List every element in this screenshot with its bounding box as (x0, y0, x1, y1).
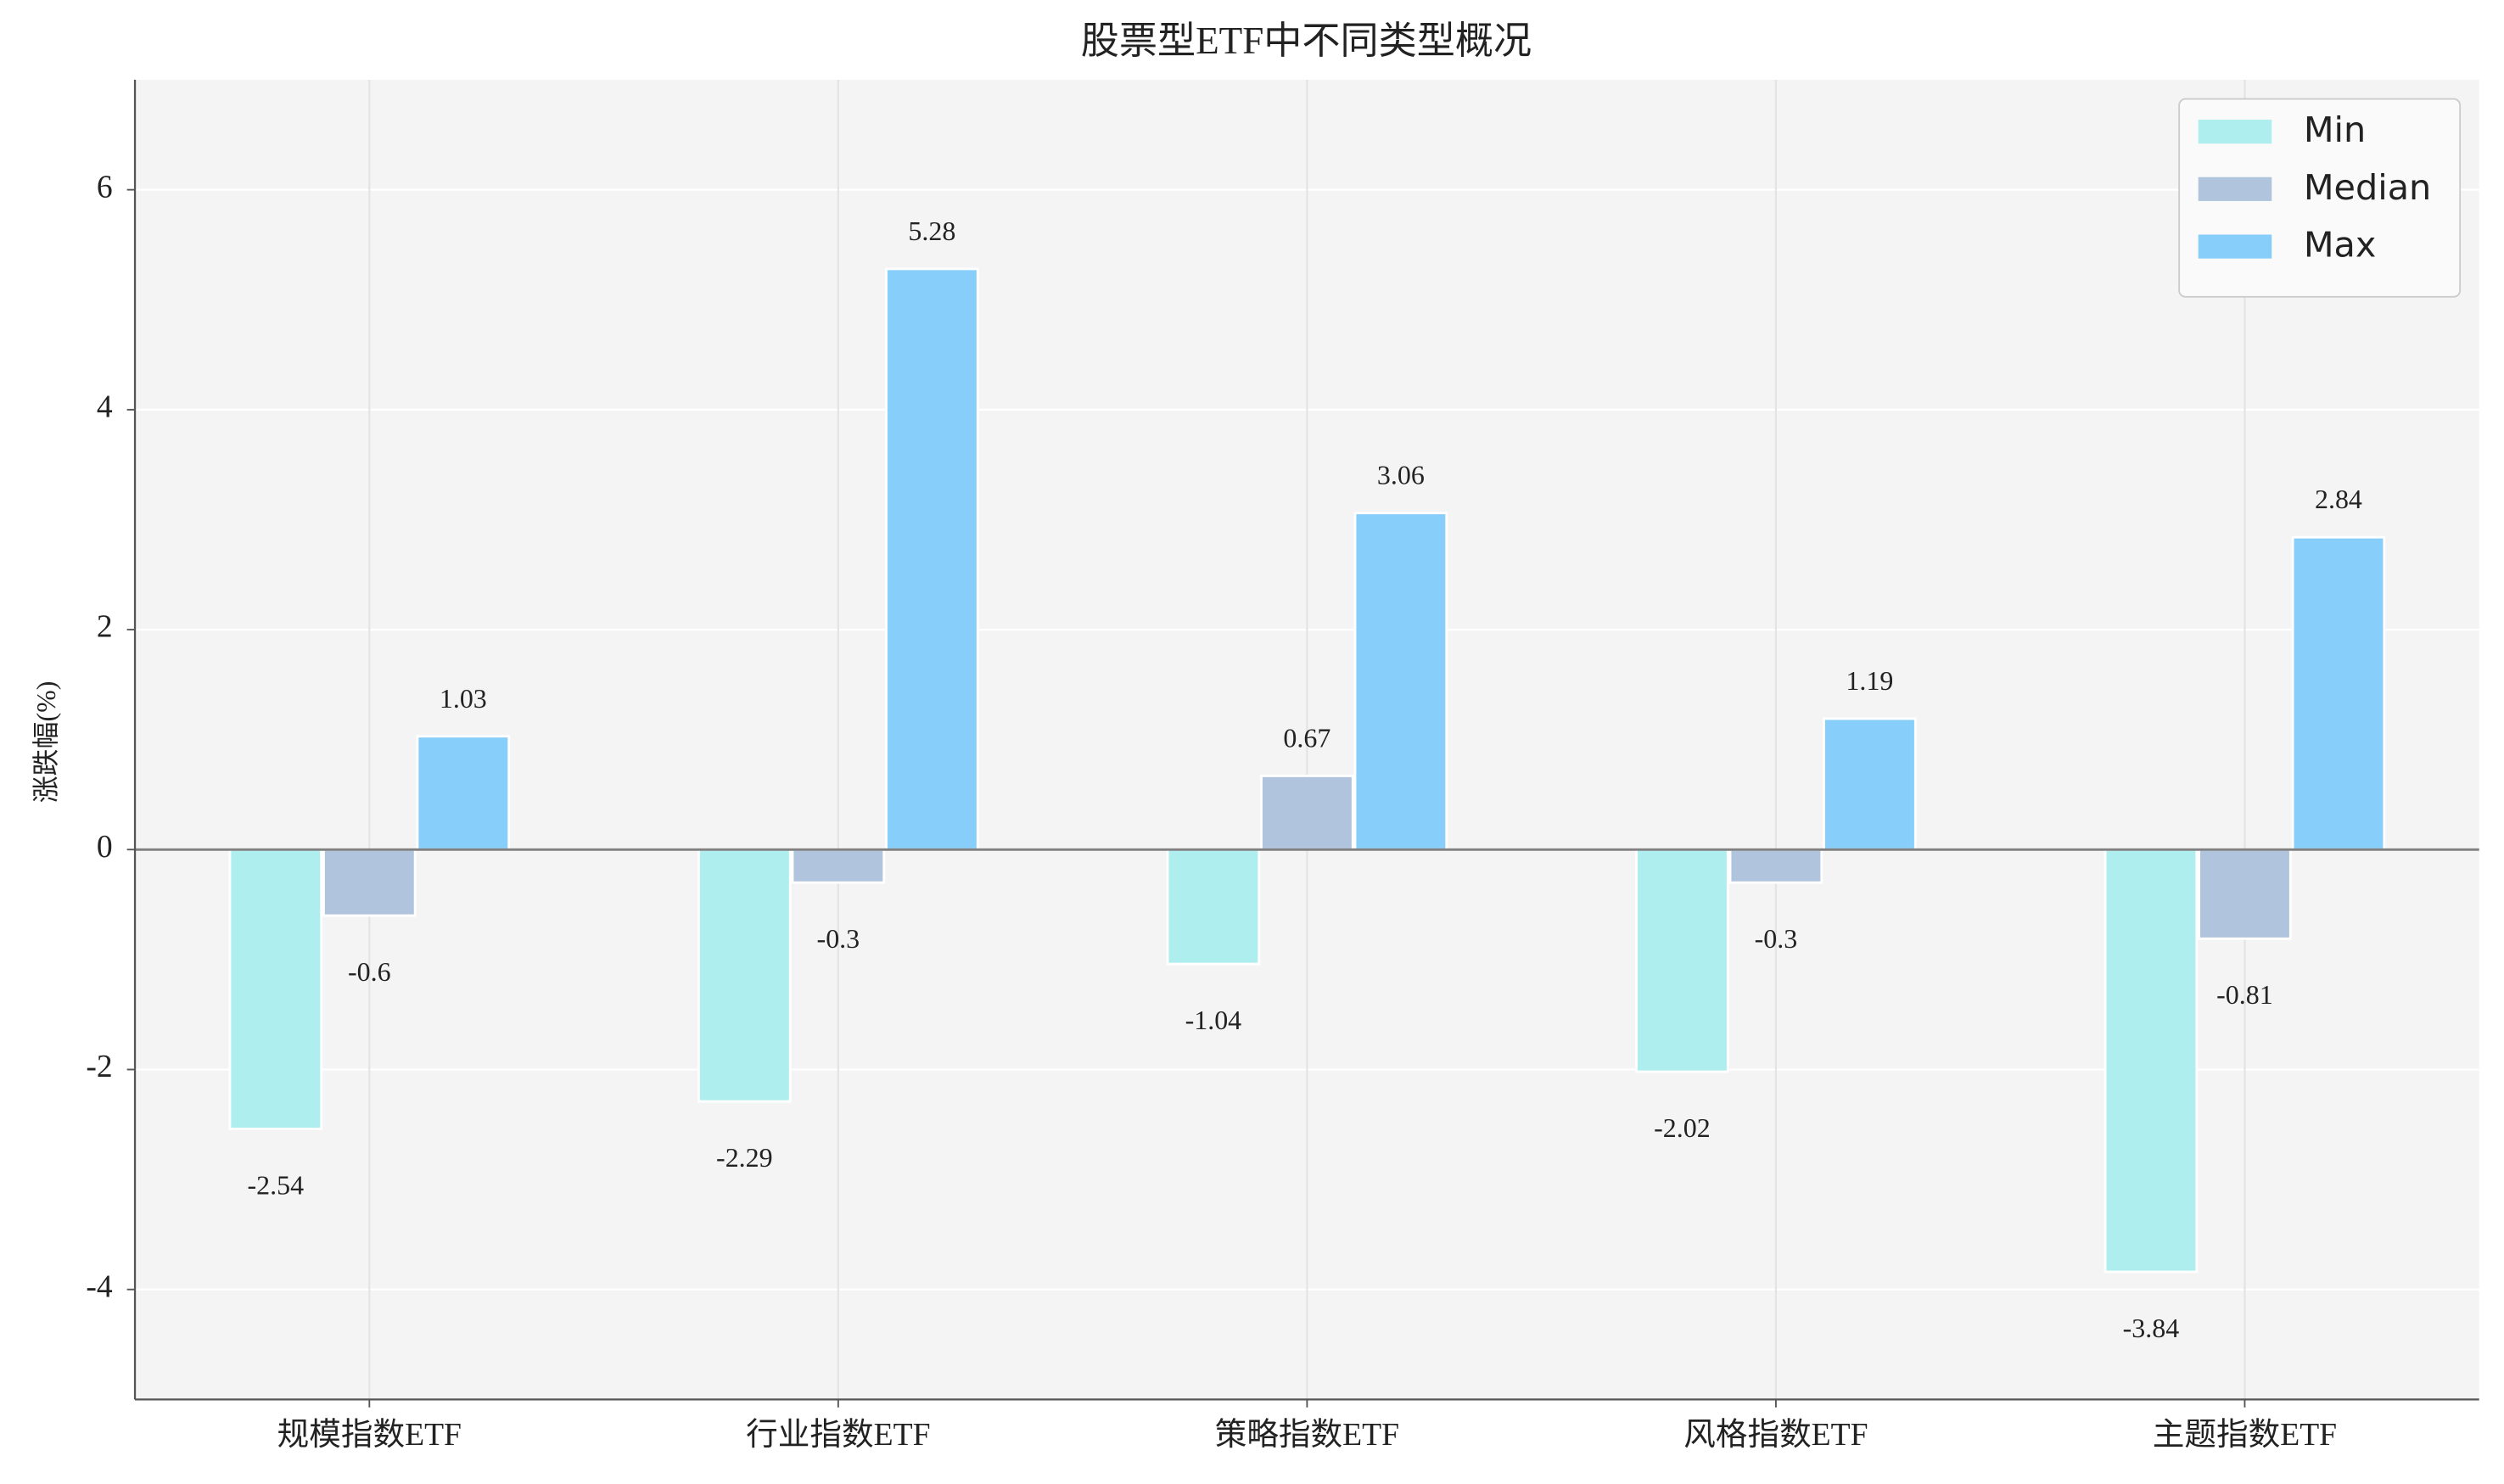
bar (2103, 848, 2199, 1274)
value-label: -2.02 (1654, 1113, 1711, 1143)
x-tick-label: 风格指数ETF (1683, 1417, 1868, 1453)
value-label: -0.3 (817, 924, 860, 954)
y-tick-label: -4 (86, 1268, 113, 1304)
legend-swatch (2198, 234, 2272, 259)
value-label: -2.29 (716, 1143, 773, 1173)
value-label: -0.81 (2216, 980, 2273, 1010)
legend: Min Median Max (2178, 98, 2462, 298)
y-tick-label: 6 (97, 169, 113, 204)
bar (1635, 848, 1729, 1073)
value-label: -1.04 (1185, 1005, 1242, 1035)
legend-swatch (2198, 176, 2272, 201)
y-tick-label: 0 (97, 829, 113, 865)
bar (228, 848, 323, 1130)
value-label: 1.19 (1846, 666, 1893, 696)
y-axis-label: 涨跌幅(%) (31, 681, 61, 804)
value-label: -0.3 (1755, 924, 1798, 954)
legend-swatch (2198, 120, 2272, 144)
value-label: 0.67 (1283, 723, 1330, 753)
legend-label: Min (2304, 109, 2366, 150)
bar (322, 848, 417, 917)
y-tick-label: -2 (86, 1049, 112, 1084)
value-label: 5.28 (908, 216, 955, 246)
value-label: -2.54 (248, 1170, 305, 1200)
bar (1728, 848, 1823, 884)
bar (2291, 535, 2386, 851)
x-tick-label: 主题指数ETF (2153, 1417, 2337, 1453)
legend-label: Max (2304, 225, 2377, 266)
bar (1353, 512, 1448, 851)
bar (1260, 775, 1354, 851)
legend-label: Median (2304, 167, 2431, 208)
value-label: 2.84 (2315, 484, 2362, 514)
bar (416, 735, 511, 851)
value-label: 3.06 (1377, 461, 1425, 490)
y-tick-label: 4 (97, 389, 113, 424)
bar (697, 848, 792, 1103)
bar (2198, 848, 2292, 940)
value-label: -3.84 (2123, 1313, 2180, 1343)
x-tick-label: 规模指数ETF (277, 1417, 462, 1453)
x-tick-label: 策略指数ETF (1215, 1417, 1399, 1453)
bar (885, 267, 979, 851)
y-tick-label: 2 (97, 609, 113, 645)
value-label: 1.03 (440, 684, 487, 714)
bar (791, 848, 886, 884)
bar (1166, 848, 1261, 966)
value-label: -0.6 (348, 957, 391, 987)
x-tick-label: 行业指数ETF (746, 1417, 930, 1453)
chart-title: 股票型ETF中不同类型概况 (1081, 20, 1532, 62)
bar (1823, 717, 1917, 851)
